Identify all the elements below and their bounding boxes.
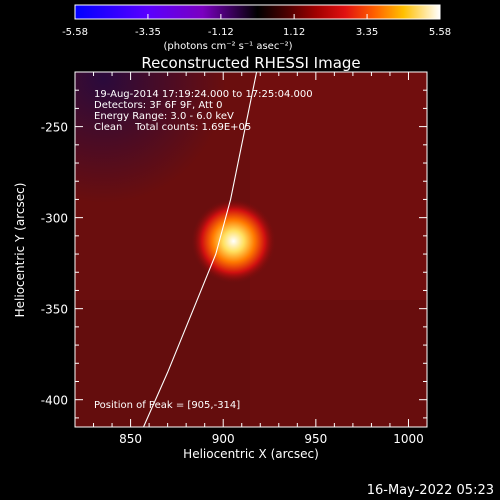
y-tick-label: -250 [41,121,68,135]
chart-title: Reconstructed RHESSI Image [141,54,360,72]
annotation-energy-range: Energy Range: 3.0 - 6.0 keV [94,111,234,122]
heatmap-shade-bottom [75,300,427,427]
solar-limb-curve [142,72,258,427]
x-tick-label: 850 [119,432,142,446]
colorbar-frame [74,4,441,20]
peak-source [191,199,276,284]
colorbar-tick-label: 3.35 [356,27,378,38]
colorbar-tick-label: -5.58 [62,27,88,38]
colorbar-unit-label: (photons cm⁻² s⁻¹ asec⁻²) [163,41,292,52]
plot-frame [74,71,428,428]
y-tick-label: -400 [41,394,68,408]
colorbar-tick-label: 1.12 [283,27,305,38]
heatmap-image [75,72,427,427]
footer-date: 16-May-2022 05:23 [367,483,494,498]
annotation-detectors: Detectors: 3F 6F 9F, Att 0 [94,100,222,111]
y-tick-label: -350 [41,303,68,317]
annotation-clean-counts: Clean Total counts: 1.69E+05 [94,122,251,133]
y-axis-label: Heliocentric Y (arcsec) [13,183,27,318]
colorbar-gradient [75,5,440,19]
axis-ticks: 850 900 950 1000 -250 -300 -350 -400 [41,72,427,446]
colorbar-ticks: -5.58 -3.35 -1.12 1.12 3.35 5.58 [62,14,451,38]
x-tick-label: 1000 [393,432,424,446]
colorbar-tick-label: -1.12 [208,27,234,38]
annotation-peak-position: Position of Peak = [905,-314] [94,400,240,411]
colorbar-tick-label: 5.58 [429,27,451,38]
x-tick-label: 950 [304,432,327,446]
y-tick-label: -300 [41,212,68,226]
x-axis-label: Heliocentric X (arcsec) [183,447,319,461]
colorbar-tick-label: -3.35 [135,27,161,38]
annotation-time-range: 19-Aug-2014 17:19:24.000 to 17:25:04.000 [94,89,313,100]
heatmap-shade [250,72,427,427]
x-tick-label: 900 [212,432,235,446]
